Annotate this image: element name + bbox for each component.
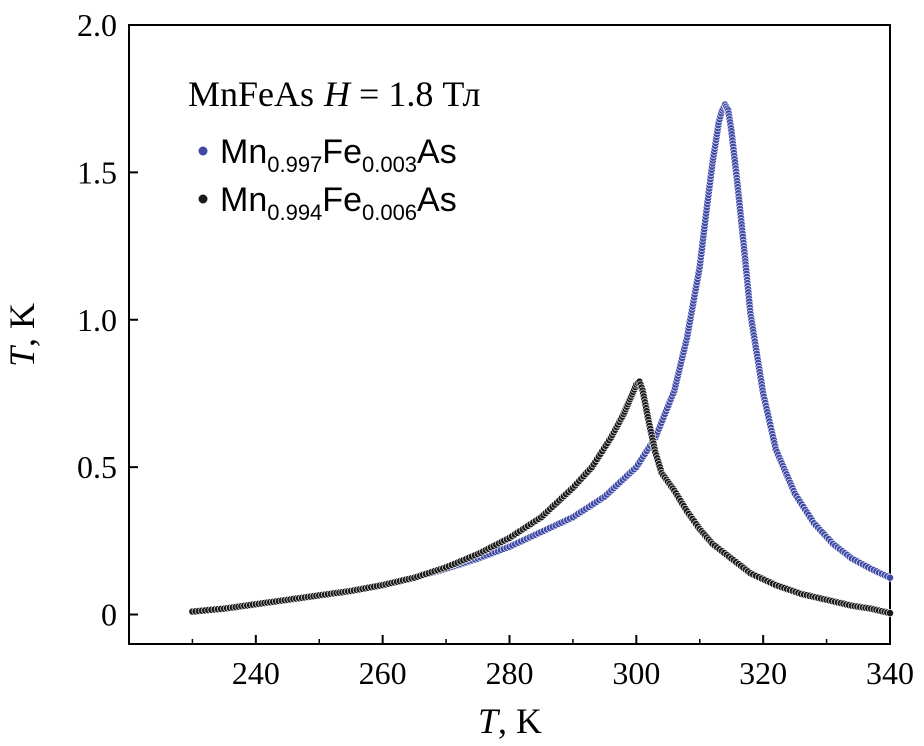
y-axis-title-symbol: T xyxy=(2,344,42,367)
series-layer xyxy=(188,100,894,617)
legend-marker-series-2 xyxy=(197,193,209,205)
x-tick-label-320: 320 xyxy=(739,655,787,691)
legend-s2-b: Fe xyxy=(322,181,362,219)
legend-title-field-rest: = 1.8 Тл xyxy=(350,74,481,114)
legend-s1-a: Mn xyxy=(220,133,267,171)
x-tick-label-300: 300 xyxy=(612,655,660,691)
legend-s2-a: Mn xyxy=(220,181,267,219)
x-tick-label-280: 280 xyxy=(486,655,534,691)
y-axis-title: T, K xyxy=(2,303,42,367)
legend-label-series-1: Mn0.997Fe0.003As xyxy=(220,133,457,177)
y-tick-label-1.5: 1.5 xyxy=(77,154,117,190)
x-axis-title-unit: , K xyxy=(498,701,542,741)
y-tick-label-2.0: 2.0 xyxy=(77,7,117,43)
legend-title-field-symbol: H xyxy=(323,74,352,114)
legend-marker-series-1 xyxy=(197,145,209,157)
legend-s1-c: As xyxy=(417,133,457,171)
ticks xyxy=(129,24,891,644)
series-2 xyxy=(188,377,894,617)
y-tick-label-1.0: 1.0 xyxy=(77,302,117,338)
data-point xyxy=(886,573,894,582)
x-axis-title: T, K xyxy=(478,701,542,741)
x-tick-label-260: 260 xyxy=(359,655,407,691)
legend-s1-b: Fe xyxy=(322,133,362,171)
x-axis-title-symbol: T xyxy=(478,701,501,741)
y-tick-label-0.5: 0.5 xyxy=(77,449,117,485)
y-tick-label-0: 0 xyxy=(101,597,117,633)
data-point xyxy=(886,609,894,617)
y-axis-title-unit: , K xyxy=(2,303,42,347)
tick-labels: 240 260 280 300 320 340 0 0.5 1.0 1.5 2.0 xyxy=(77,7,914,691)
legend-s2-a-sub: 0.994 xyxy=(267,200,322,225)
legend-title: MnFeAs H = 1.8 Тл xyxy=(188,74,481,114)
legend-title-sample: MnFeAs xyxy=(188,74,314,114)
legend-s2-b-sub: 0.006 xyxy=(362,200,417,225)
legend: MnFeAs H = 1.8 Тл Mn0.997Fe0.003As Mn0.99… xyxy=(188,74,481,225)
legend-s1-b-sub: 0.003 xyxy=(362,152,417,177)
x-tick-label-340: 340 xyxy=(866,655,914,691)
series-1 xyxy=(188,100,894,616)
x-tick-label-240: 240 xyxy=(232,655,280,691)
legend-s1-a-sub: 0.997 xyxy=(267,152,322,177)
legend-label-series-2: Mn0.994Fe0.006As xyxy=(220,181,457,225)
plot-frame xyxy=(128,24,891,645)
legend-s2-c: As xyxy=(417,181,457,219)
